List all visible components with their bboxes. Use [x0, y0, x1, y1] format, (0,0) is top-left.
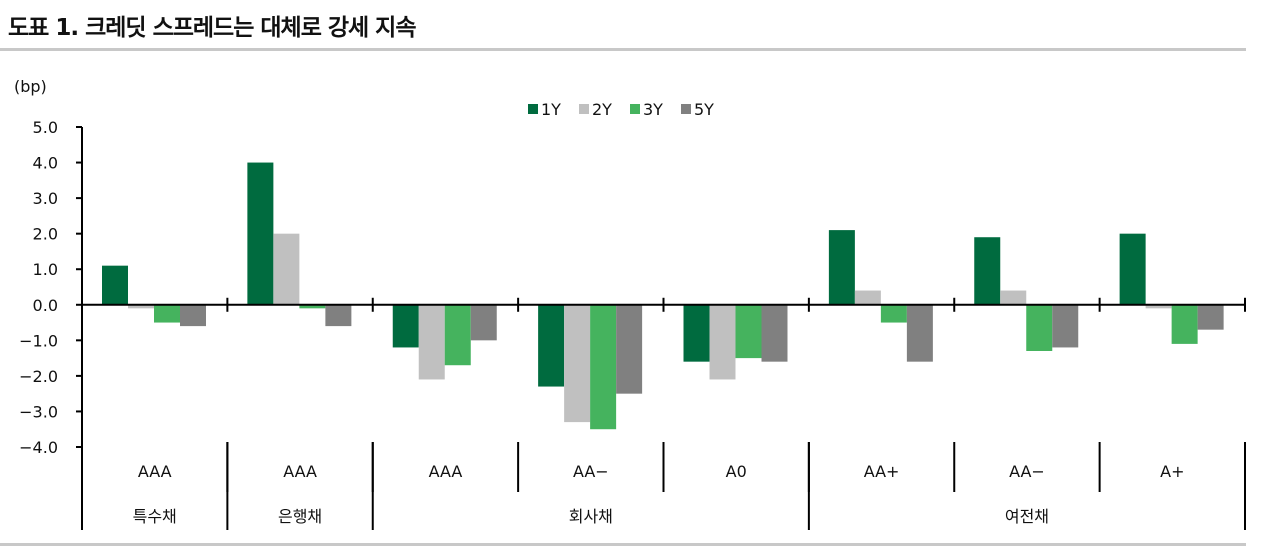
bar-5Y-5 [761, 304, 788, 362]
bar-2Y-6 [854, 290, 881, 305]
group-label: 특수채 [133, 507, 177, 526]
bar-1Y-1 [102, 265, 128, 305]
legend-label-3Y: 3Y [643, 100, 663, 119]
bar-5Y-8 [1197, 304, 1224, 330]
bar-2Y-7 [1000, 290, 1027, 305]
chart-title: 도표 1. 크레딧 스프레드는 대체로 강세 지속 [8, 15, 417, 41]
bar-2Y-5 [709, 304, 736, 380]
category-label: AA− [573, 462, 609, 481]
category-label: A+ [1160, 462, 1184, 481]
legend-swatch-1Y [528, 104, 538, 114]
bar-1Y-5 [683, 304, 710, 362]
bar-1Y-6 [828, 230, 855, 305]
category-label: AAA [283, 462, 317, 481]
legend-swatch-5Y [681, 104, 691, 114]
y-tick-label: −3.0 [19, 402, 58, 421]
legend-label-1Y: 1Y [541, 100, 561, 119]
group-label: 회사채 [569, 507, 613, 526]
bar-5Y-4 [616, 304, 643, 394]
bar-5Y-1 [180, 304, 206, 327]
bar-3Y-4 [590, 304, 617, 430]
legend-swatch-2Y [579, 104, 589, 114]
bar-3Y-3 [444, 304, 471, 366]
bar-1Y-4 [538, 304, 565, 387]
legend-swatch-3Y [630, 104, 640, 114]
bar-3Y-5 [735, 304, 762, 359]
group-label: 은행채 [278, 507, 322, 526]
bar-2Y-1 [128, 304, 154, 309]
y-tick-label: −2.0 [19, 367, 58, 386]
group-label: 여전채 [1005, 507, 1049, 526]
bar-2Y-8 [1145, 304, 1172, 309]
bar-5Y-2 [325, 304, 352, 327]
category-label: AAA [429, 462, 463, 481]
bottom-divider [0, 543, 1246, 546]
y-tick-label: 2.0 [33, 225, 58, 244]
bar-1Y-2 [247, 162, 274, 305]
bar-2Y-2 [273, 233, 300, 305]
y-tick-label: −1.0 [19, 331, 58, 350]
bar-2Y-4 [564, 304, 591, 423]
legend-label-2Y: 2Y [592, 100, 612, 119]
bar-3Y-2 [299, 304, 326, 309]
title-divider [0, 48, 1246, 51]
y-axis-label: (bp) [14, 77, 47, 96]
bar-5Y-3 [470, 304, 497, 341]
y-tick-label: 0.0 [33, 296, 58, 315]
category-label: A0 [726, 462, 747, 481]
bar-5Y-6 [906, 304, 933, 362]
bar-1Y-3 [392, 304, 419, 348]
bar-3Y-6 [880, 304, 907, 323]
bar-5Y-7 [1052, 304, 1079, 348]
category-label: AAA [138, 462, 172, 481]
bar-1Y-7 [974, 237, 1001, 305]
y-tick-label: 4.0 [33, 154, 58, 173]
legend-label-5Y: 5Y [694, 100, 714, 119]
y-tick-label: −4.0 [19, 438, 58, 457]
bar-1Y-8 [1119, 233, 1146, 305]
category-label: AA+ [864, 462, 900, 481]
bar-3Y-7 [1026, 304, 1053, 351]
bar-3Y-1 [154, 304, 180, 323]
y-tick-label: 3.0 [33, 189, 58, 208]
category-label: AA− [1009, 462, 1045, 481]
y-tick-label: 1.0 [33, 260, 58, 279]
bar-3Y-8 [1171, 304, 1198, 344]
bar-2Y-3 [418, 304, 445, 380]
y-tick-label: 5.0 [33, 118, 58, 137]
